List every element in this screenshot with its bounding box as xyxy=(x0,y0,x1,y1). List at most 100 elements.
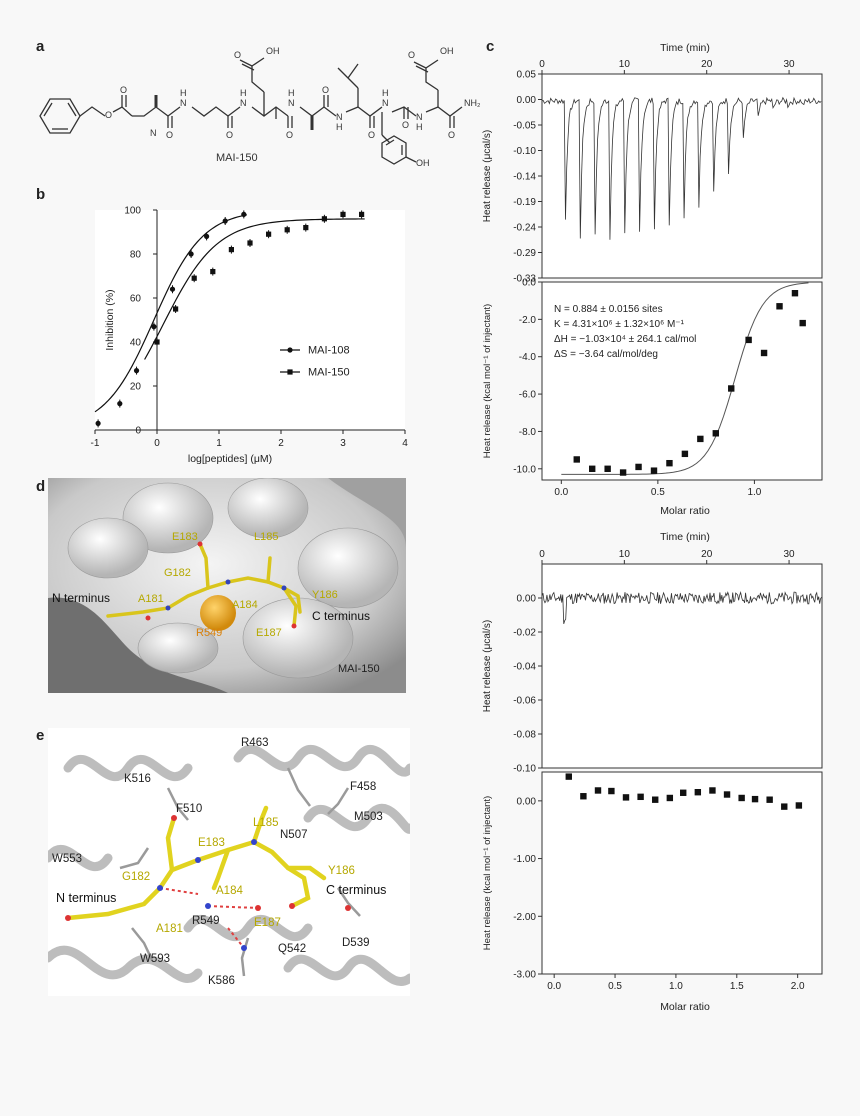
time-axis-label: Time (min) xyxy=(660,42,710,54)
y-tick-label: -0.14 xyxy=(513,172,536,183)
binding-point xyxy=(565,773,572,780)
binding-point xyxy=(680,789,687,796)
legend-marker xyxy=(287,369,293,375)
y-tick-label: -1.00 xyxy=(513,854,536,865)
x-tick-label: 1.5 xyxy=(730,981,744,992)
atom-label-H: H xyxy=(288,88,295,98)
y-axis-label: Heat release (μcal/s) xyxy=(482,620,493,712)
x-tick-label: 0.0 xyxy=(547,981,561,992)
hydrogen-bonds xyxy=(159,887,259,949)
point-mai-150 xyxy=(191,275,197,281)
x-tick-label: 10 xyxy=(619,59,631,70)
atom-label-nh2: NH₂ xyxy=(464,98,480,108)
x-tick-label: 1.0 xyxy=(669,981,683,992)
atom-label-cooh: OH xyxy=(266,46,280,56)
x-tick-label: 1.0 xyxy=(747,487,761,498)
y-tick-label: 80 xyxy=(130,250,142,261)
x-tick-label: 20 xyxy=(701,549,713,560)
binding-point xyxy=(751,795,759,803)
label-a181: A181 xyxy=(138,593,164,605)
atom-label-N: N xyxy=(336,112,343,122)
point-mai-150 xyxy=(303,225,309,231)
label-n-terminus: N terminus xyxy=(52,591,110,605)
binding-point xyxy=(712,430,719,437)
binding-point xyxy=(781,803,788,810)
y-tick-label: -0.08 xyxy=(513,730,536,741)
binding-point xyxy=(728,385,735,392)
y-tick-label: 60 xyxy=(130,294,142,305)
atom-label-H: H xyxy=(416,122,423,132)
binding-point xyxy=(650,467,658,474)
x-axis-label: log[peptides] (μM) xyxy=(188,453,272,465)
y-tick-label: -0.24 xyxy=(513,223,536,234)
atom-label-O: O xyxy=(166,130,173,140)
point-mai-150 xyxy=(340,211,346,217)
point-mai-150 xyxy=(154,339,160,345)
peptide-sticks xyxy=(65,805,327,921)
point-mai-150 xyxy=(228,247,234,253)
point-mai-108 xyxy=(133,368,140,374)
y-tick-label: 0.00 xyxy=(517,796,537,807)
binding-point xyxy=(622,794,630,801)
x-tick-label: 2.0 xyxy=(791,981,805,992)
x-tick-label: 2 xyxy=(278,438,284,449)
label-g182: G182 xyxy=(122,871,150,883)
legend-label: MAI-108 xyxy=(308,345,350,357)
label-d539: D539 xyxy=(342,937,370,949)
benzene-ring xyxy=(39,98,81,134)
atom-label-N: N xyxy=(150,128,157,138)
itc-top-figure: Time (min) 0 10 20 30 0.05 0.00 -0.05 -0.10 -0.14… xyxy=(482,42,823,517)
binding-point xyxy=(791,290,799,297)
itc-bottom-figure: Time (min) 0 10 20 30 0.00 -0.02 -0.04 -0.06 -0.0… xyxy=(482,531,823,1013)
label-n-terminus: N terminus xyxy=(56,891,116,905)
fit-curve-mai-150 xyxy=(144,218,365,360)
y-tick-label: 0 xyxy=(135,426,141,437)
binding-point xyxy=(723,791,731,798)
binding-point xyxy=(795,802,803,809)
binding-point xyxy=(666,459,673,467)
y-tick-label: -0.10 xyxy=(513,764,536,775)
legend-label: MAI-150 xyxy=(308,367,350,379)
atom-label-oh: OH xyxy=(416,158,430,168)
y-tick-label: 0.0 xyxy=(522,278,536,289)
point-mai-150 xyxy=(173,306,179,312)
y-tick-label: -0.29 xyxy=(513,248,536,259)
point-mai-108 xyxy=(188,251,194,257)
point-mai-150 xyxy=(247,240,253,246)
point-mai-150 xyxy=(210,269,216,275)
label-m503: M503 xyxy=(354,811,383,823)
x-tick-label: 1 xyxy=(216,438,222,449)
panel-label-c: c xyxy=(486,38,495,55)
x-tick-label: 0.5 xyxy=(651,487,665,498)
label-y186: Y186 xyxy=(328,865,355,877)
atom-label-H: H xyxy=(180,88,187,98)
binding-point xyxy=(799,319,806,327)
atom-label-O: O xyxy=(402,120,409,130)
atom-label-O: O xyxy=(234,50,241,60)
atom-label-O: O xyxy=(226,130,233,140)
point-mai-150 xyxy=(266,231,272,237)
binding-point xyxy=(709,787,716,794)
binding-point xyxy=(637,793,644,801)
binding-point xyxy=(652,796,659,803)
label-a184: A184 xyxy=(232,599,258,611)
atom-label-N: N xyxy=(382,98,389,108)
y-tick-label: -0.10 xyxy=(513,146,536,157)
y-tick-label: -6.0 xyxy=(519,390,537,401)
x-tick-label: 30 xyxy=(783,549,795,560)
binding-point xyxy=(681,450,689,458)
point-mai-150 xyxy=(359,211,365,217)
atom-label-H: H xyxy=(336,122,343,132)
label-e187: E187 xyxy=(256,627,282,639)
label-mai150: MAI-150 xyxy=(338,663,380,675)
atom-label-N: N xyxy=(288,98,295,108)
atom-label-cooh: OH xyxy=(440,46,454,56)
y-tick-label: -0.05 xyxy=(513,121,536,132)
point-mai-108 xyxy=(204,233,210,239)
atom-label-N: N xyxy=(416,112,423,122)
x-tick-label: 0 xyxy=(539,59,545,70)
x-tick-label: 0.5 xyxy=(608,981,622,992)
y-tick-label: 40 xyxy=(130,338,142,349)
y-tick-label: 0.00 xyxy=(517,95,537,106)
atom-label-O: O xyxy=(322,85,329,95)
